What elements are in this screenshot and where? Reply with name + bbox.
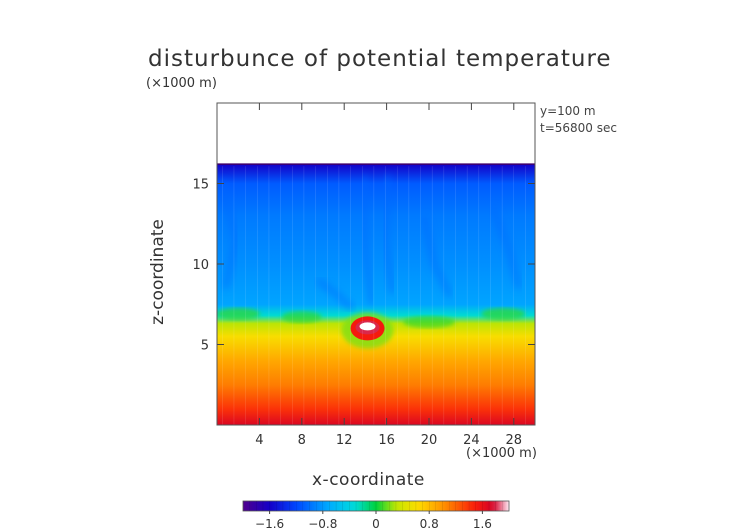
plume-streak	[489, 206, 523, 289]
chart-title: disturbunce of potential temperature	[148, 46, 612, 72]
x-tick-label: 24	[463, 433, 480, 448]
x-tick-label: 4	[255, 433, 263, 448]
plume-streak	[360, 175, 375, 305]
x-tick-label: 12	[336, 433, 353, 448]
x-tick-label: 16	[378, 433, 395, 448]
warm-bubble-center	[359, 322, 376, 331]
y-tick-label: 15	[192, 178, 209, 193]
field-layer	[217, 164, 535, 425]
colorbar-tick-label: −0.8	[308, 517, 337, 531]
y-axis-unit: (×1000 m)	[146, 76, 217, 91]
transition-blob	[217, 307, 261, 320]
transition-blob	[481, 307, 526, 320]
plume-streak	[219, 179, 240, 289]
colorbar-tick-label: −1.6	[255, 517, 284, 531]
x-axis-unit: (×1000 m)	[466, 446, 537, 461]
colorbar-tick-label: 1.6	[473, 517, 492, 531]
annotation-y-position: y=100 m	[540, 104, 596, 118]
plume-streak	[315, 277, 355, 312]
y-tick-label: 5	[201, 339, 209, 354]
y-tick-label: 10	[192, 258, 209, 273]
colorbar-tick-label: 0	[372, 517, 380, 531]
transition-blob	[403, 315, 455, 328]
transition-blob	[281, 311, 322, 324]
x-tick-label: 28	[506, 433, 523, 448]
x-axis-label: x-coordinate	[312, 470, 425, 490]
colorbar-tick-label: 0.8	[420, 517, 439, 531]
x-tick-label: 8	[298, 433, 306, 448]
x-tick-label: 20	[421, 433, 438, 448]
plume-streak	[381, 175, 396, 294]
plume-streak	[420, 215, 453, 298]
annotation-time: t=56800 sec	[540, 121, 617, 135]
